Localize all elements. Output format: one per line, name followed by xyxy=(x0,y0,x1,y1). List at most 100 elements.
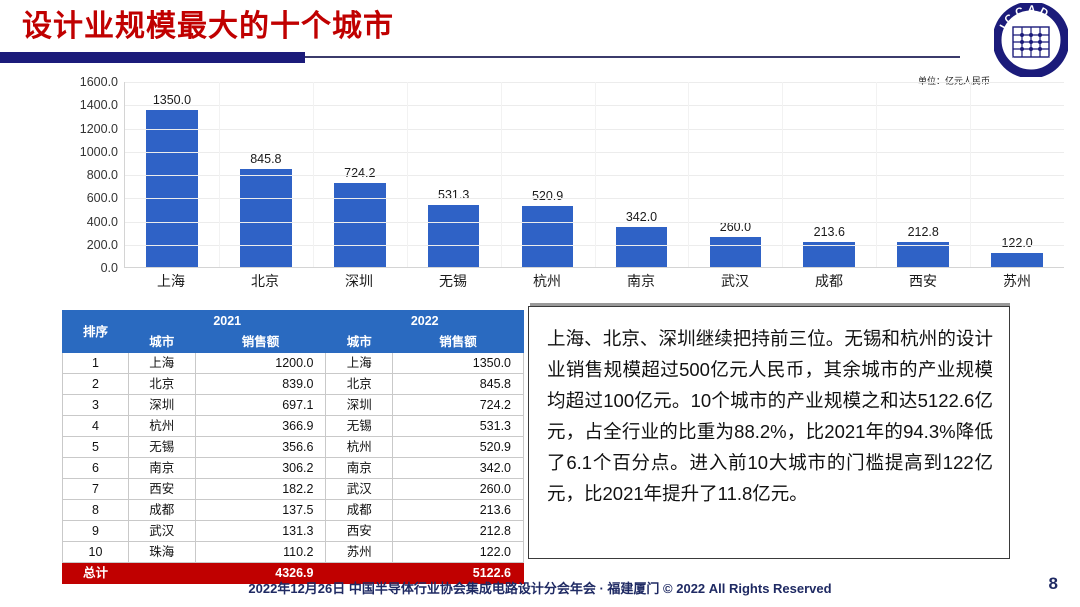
table-cell-city2021: 北京 xyxy=(128,373,196,395)
bar[interactable] xyxy=(240,168,292,267)
chart-y-axis: 0.0 200.0 400.0 600.0 800.0 1000.0 1200.0 1400.… xyxy=(60,75,122,275)
table-cell-city2022: 杭州 xyxy=(325,436,393,458)
bar[interactable] xyxy=(146,110,198,267)
table-cell-sales2021: 182.2 xyxy=(194,478,327,500)
table-cell-city2021: 成都 xyxy=(128,499,196,521)
bar-value-label: 724.2 xyxy=(344,165,376,180)
x-axis-category-label: 北京 xyxy=(251,273,279,289)
table-total-sales2021: 4326.9 xyxy=(194,562,327,584)
page-number: 8 xyxy=(1048,574,1058,593)
chart-category-divider xyxy=(782,82,784,267)
bar-chart: 0.0 200.0 400.0 600.0 800.0 1000.0 1200.0 1400.… xyxy=(60,75,1065,294)
bar[interactable] xyxy=(709,236,762,267)
table-cell-city2021: 南京 xyxy=(128,457,196,479)
table-header-year-2021: 2021 xyxy=(127,310,327,332)
table-row: 8 成都 137.5 成都 213.6 xyxy=(62,499,525,521)
bar[interactable] xyxy=(615,227,668,267)
chart-x-axis: 上海 北京 深圳 无锡 杭州 南京 武汉 成都 西安 苏州 xyxy=(124,270,1064,294)
bar-slot: 342.0 xyxy=(595,82,689,267)
table-cell-sales2022: 342.0 xyxy=(391,457,525,479)
table-cell-city2022: 深圳 xyxy=(325,394,393,416)
table-cell-city2021: 珠海 xyxy=(128,541,196,563)
table-row: 2 北京 839.0 北京 845.8 xyxy=(62,373,525,395)
table-cell-sales2021: 110.2 xyxy=(194,541,327,563)
bar-slot: 122.0 xyxy=(970,82,1064,267)
bar-value-label: 122.0 xyxy=(1001,235,1033,250)
table-cell-sales2021: 137.5 xyxy=(194,499,327,521)
bar-value-label: 531.3 xyxy=(438,188,470,203)
bar[interactable] xyxy=(991,252,1043,267)
bar[interactable] xyxy=(333,182,386,267)
bar[interactable] xyxy=(803,242,856,267)
table-cell-rank: 7 xyxy=(62,478,129,500)
table-cell-sales2021: 839.0 xyxy=(194,373,327,395)
bar[interactable] xyxy=(521,206,574,267)
bar-slot: 1350.0 xyxy=(125,82,219,267)
table-total-row: 总计 4326.9 5122.6 xyxy=(62,562,525,584)
table-cell-city2022: 苏州 xyxy=(325,541,393,563)
bar-value-label: 213.6 xyxy=(813,225,845,240)
table-cell-city2022: 南京 xyxy=(325,457,393,479)
bar-value-label: 342.0 xyxy=(625,210,658,225)
bar[interactable] xyxy=(897,242,950,267)
bar-slot: 260.0 xyxy=(688,82,782,267)
chart-category-divider xyxy=(406,82,408,267)
table-cell-sales2022: 531.3 xyxy=(391,415,525,437)
table-total-label: 总计 xyxy=(62,562,129,584)
x-axis-category-label: 西安 xyxy=(909,273,937,289)
table-cell-sales2022: 845.8 xyxy=(391,373,525,395)
table-cell-city2022: 西安 xyxy=(325,520,393,542)
table-header-sales-2021: 销售额 xyxy=(194,331,327,353)
table-cell-sales2022: 520.9 xyxy=(391,436,525,458)
y-axis-tick: 600.0 xyxy=(86,191,118,206)
table-row: 10 珠海 110.2 苏州 122.0 xyxy=(62,541,525,563)
table-row: 7 西安 182.2 武汉 260.0 xyxy=(62,478,525,500)
table-cell-city2021: 西安 xyxy=(128,478,196,500)
x-axis-category-label: 武汉 xyxy=(721,273,749,289)
x-axis-category-label: 上海 xyxy=(157,273,185,289)
note-text: 上海、北京、深圳继续把持前三位。无锡和杭州的设计业销售规模超过500亿元人民币，… xyxy=(547,328,993,504)
bar[interactable] xyxy=(427,205,480,267)
note-panel: 上海、北京、深圳继续把持前三位。无锡和杭州的设计业销售规模超过500亿元人民币，… xyxy=(528,306,1010,559)
table-cell-sales2021: 697.1 xyxy=(194,394,327,416)
table-cell-sales2022: 1350.0 xyxy=(391,352,525,374)
table-cell-rank: 5 xyxy=(62,436,129,458)
table-cell-sales2022: 122.0 xyxy=(391,541,525,563)
note-panel-shadow xyxy=(530,303,1010,307)
table-cell-rank: 2 xyxy=(62,373,129,395)
table-header-year-2022: 2022 xyxy=(325,310,524,332)
chart-plot-area: 1350.0 845.8 724.2 531.3 520.9 342.0 260.0 213.… xyxy=(124,82,1064,268)
table-cell-sales2022: 213.6 xyxy=(391,499,525,521)
table-cell-city2022: 武汉 xyxy=(325,478,393,500)
table-cell-sales2021: 306.2 xyxy=(194,457,327,479)
table-total-city2021 xyxy=(128,562,196,584)
table-cell-city2022: 北京 xyxy=(325,373,393,395)
chart-category-divider xyxy=(594,82,596,267)
table-cell-rank: 6 xyxy=(62,457,129,479)
x-axis-category-label: 深圳 xyxy=(345,273,373,289)
table-header-sales-2022: 销售额 xyxy=(391,331,525,353)
y-axis-tick: 1400.0 xyxy=(79,98,118,113)
bar-value-label: 845.8 xyxy=(250,151,282,166)
table-row: 9 武汉 131.3 西安 212.8 xyxy=(62,520,525,542)
table-cell-sales2021: 356.6 xyxy=(194,436,327,458)
table-cell-sales2022: 260.0 xyxy=(391,478,525,500)
table-cell-sales2021: 1200.0 xyxy=(194,352,327,374)
x-axis-category-label: 苏州 xyxy=(1003,273,1031,289)
page-title: 设计业规模最大的十个城市 xyxy=(22,10,394,43)
table-row: 4 杭州 366.9 无锡 531.3 xyxy=(62,415,525,437)
chart-category-divider xyxy=(218,82,220,267)
bar-value-label: 1350.0 xyxy=(152,93,192,108)
table-cell-city2021: 无锡 xyxy=(128,436,196,458)
bar-value-label: 260.0 xyxy=(719,219,752,234)
table-total-sales2022: 5122.6 xyxy=(391,562,525,584)
x-axis-category-label: 杭州 xyxy=(533,273,561,289)
table-cell-rank: 10 xyxy=(62,541,129,563)
x-axis-category-label: 南京 xyxy=(627,273,655,289)
table-header-city-2022: 城市 xyxy=(325,331,393,353)
table-cell-sales2021: 131.3 xyxy=(194,520,327,542)
table-cell-city2021: 上海 xyxy=(128,352,196,374)
table-row: 5 无锡 356.6 杭州 520.9 xyxy=(62,436,525,458)
bar-slot: 213.6 xyxy=(782,82,876,267)
